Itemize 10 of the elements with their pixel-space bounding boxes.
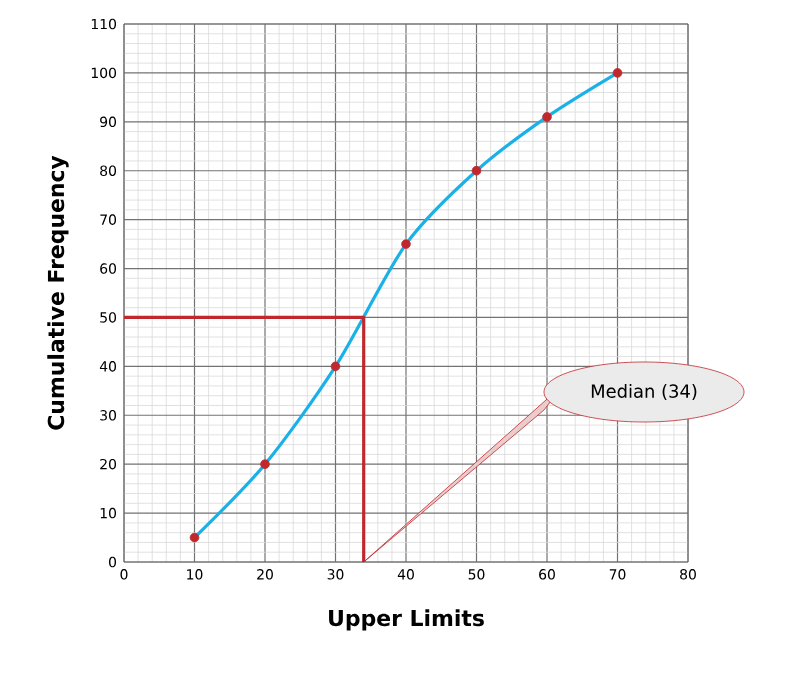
point (542, 112, 552, 122)
y-axis-title: Cumulative Frequency (47, 155, 69, 430)
point (189, 532, 200, 543)
point (471, 165, 482, 176)
x-axis-title: Upper Limits (329, 609, 484, 631)
point (612, 68, 623, 78)
annotation: Median (34) (591, 384, 697, 400)
point (401, 239, 411, 249)
point (330, 361, 341, 372)
point (260, 459, 270, 469)
